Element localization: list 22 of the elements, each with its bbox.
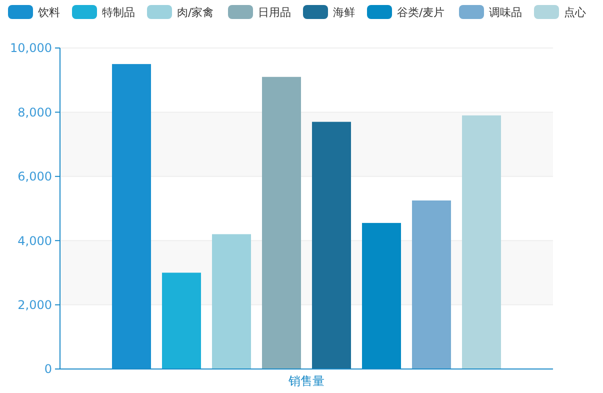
y-tick-label: 10,000 xyxy=(10,41,52,56)
legend-label: 肉/家禽 xyxy=(177,6,214,19)
legend-label: 海鲜 xyxy=(333,6,355,19)
bar xyxy=(412,200,451,369)
legend-label: 调味品 xyxy=(489,6,522,19)
bar xyxy=(262,76,301,369)
legend-label: 点心 xyxy=(564,6,586,19)
y-tick-label: 2,000 xyxy=(18,298,52,312)
bar xyxy=(162,272,201,369)
legend-label: 饮料 xyxy=(37,6,60,19)
legend-label: 特制品 xyxy=(102,6,135,19)
bar xyxy=(312,122,351,369)
bar xyxy=(212,234,251,369)
y-tick-label: 0 xyxy=(44,362,52,376)
bar xyxy=(362,222,401,369)
y-tick-label: 4,000 xyxy=(18,234,52,248)
bar xyxy=(462,115,501,369)
y-tick-label: 6,000 xyxy=(18,170,52,184)
x-tick-label: 销售量 xyxy=(288,374,324,388)
y-tick-label: 8,000 xyxy=(18,105,52,120)
legend-label: 日用品 xyxy=(258,6,291,19)
legend-label: 谷类/麦片 xyxy=(397,6,445,19)
